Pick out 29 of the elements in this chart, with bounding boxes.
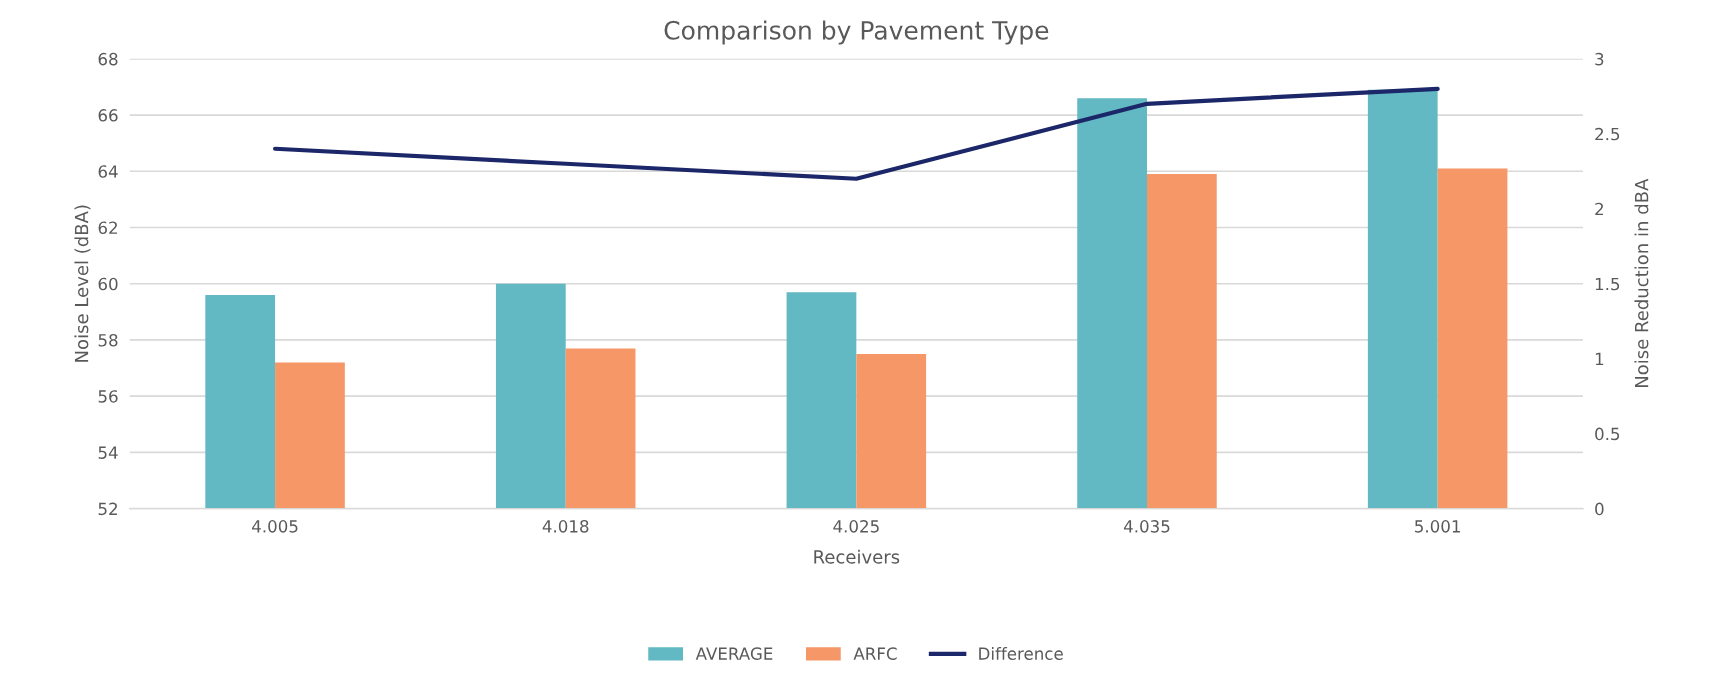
y2-tick-label: 1 bbox=[1595, 352, 1604, 366]
line-series bbox=[272, 86, 1440, 181]
y-tick-label: 60 bbox=[98, 277, 118, 291]
y2-tick-label: 2 bbox=[1595, 202, 1603, 216]
y-tick-label: 66 bbox=[98, 109, 118, 122]
y-tick-label: 62 bbox=[98, 221, 117, 235]
x-tick-label: 4.025 bbox=[833, 520, 879, 533]
y-axis-title: Noise Level (dBA) bbox=[74, 205, 91, 362]
legend-label: ARFC bbox=[853, 647, 897, 660]
y2-tick-label: 0.5 bbox=[1595, 427, 1620, 441]
y-tick-label: 68 bbox=[98, 52, 118, 66]
y-tick-label: 56 bbox=[98, 390, 118, 403]
y-tick-label: 54 bbox=[98, 446, 118, 459]
x-tick-label: 4.018 bbox=[542, 520, 589, 533]
y2-tick-label: 1.5 bbox=[1595, 277, 1620, 291]
y2-tick-label: 3 bbox=[1595, 52, 1604, 66]
x-tick-label: 5.001 bbox=[1415, 520, 1460, 533]
y-tick-label: 58 bbox=[98, 333, 118, 347]
y2-tick-label: 0 bbox=[1595, 502, 1604, 516]
legend-label: Difference bbox=[979, 647, 1063, 660]
y2-axis-title: Noise Reduction in dBA bbox=[1634, 178, 1649, 388]
y-tick-label: 52 bbox=[98, 502, 117, 516]
x-tick-label: 4.035 bbox=[1123, 520, 1170, 533]
legend-label: AVERAGE bbox=[695, 647, 773, 660]
x-tick-label: 4.005 bbox=[252, 520, 298, 533]
chart-title: Comparison by Pavement Type bbox=[664, 20, 1049, 45]
x-axis-title: Receivers bbox=[814, 549, 900, 564]
y-tick-label: 64 bbox=[98, 165, 118, 178]
y2-tick-label: 2.5 bbox=[1595, 127, 1620, 141]
